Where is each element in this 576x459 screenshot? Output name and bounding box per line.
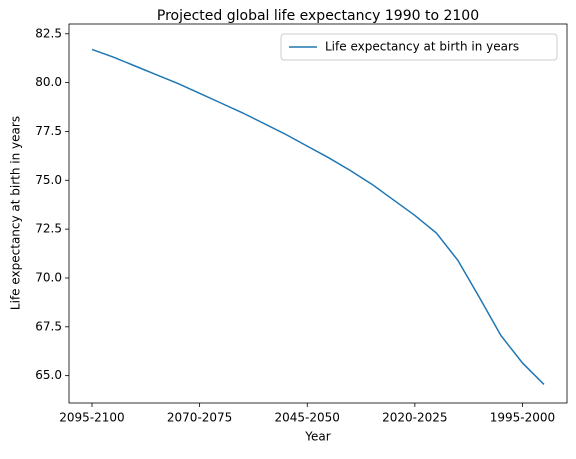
y-tick-label: 82.5 — [35, 26, 62, 40]
legend-box — [280, 33, 558, 61]
y-tick-label: 70.0 — [35, 270, 62, 284]
x-tick-label: 2045-2050 — [275, 411, 340, 425]
y-tick-label: 80.0 — [35, 75, 62, 89]
y-tick-label: 65.0 — [35, 368, 62, 382]
x-tick-label: 2095-2100 — [59, 411, 124, 425]
y-tick-label: 75.0 — [35, 173, 62, 187]
y-tick-label: 72.5 — [35, 222, 62, 236]
y-axis-label: Life expectancy at birth in years — [9, 116, 23, 310]
axes-frame — [68, 23, 568, 404]
x-tick-label: 2070-2075 — [167, 411, 232, 425]
y-tick-label: 67.5 — [35, 319, 62, 333]
y-tick-label: 77.5 — [35, 124, 62, 138]
chart-title: Projected global life expectancy 1990 to… — [157, 8, 479, 24]
x-tick-label: 1995-2000 — [490, 411, 555, 425]
x-axis-label: Year — [304, 430, 330, 444]
x-tick-label: 2020-2025 — [382, 411, 447, 425]
legend-label: Life expectancy at birth in years — [325, 40, 519, 54]
line — [91, 48, 545, 385]
